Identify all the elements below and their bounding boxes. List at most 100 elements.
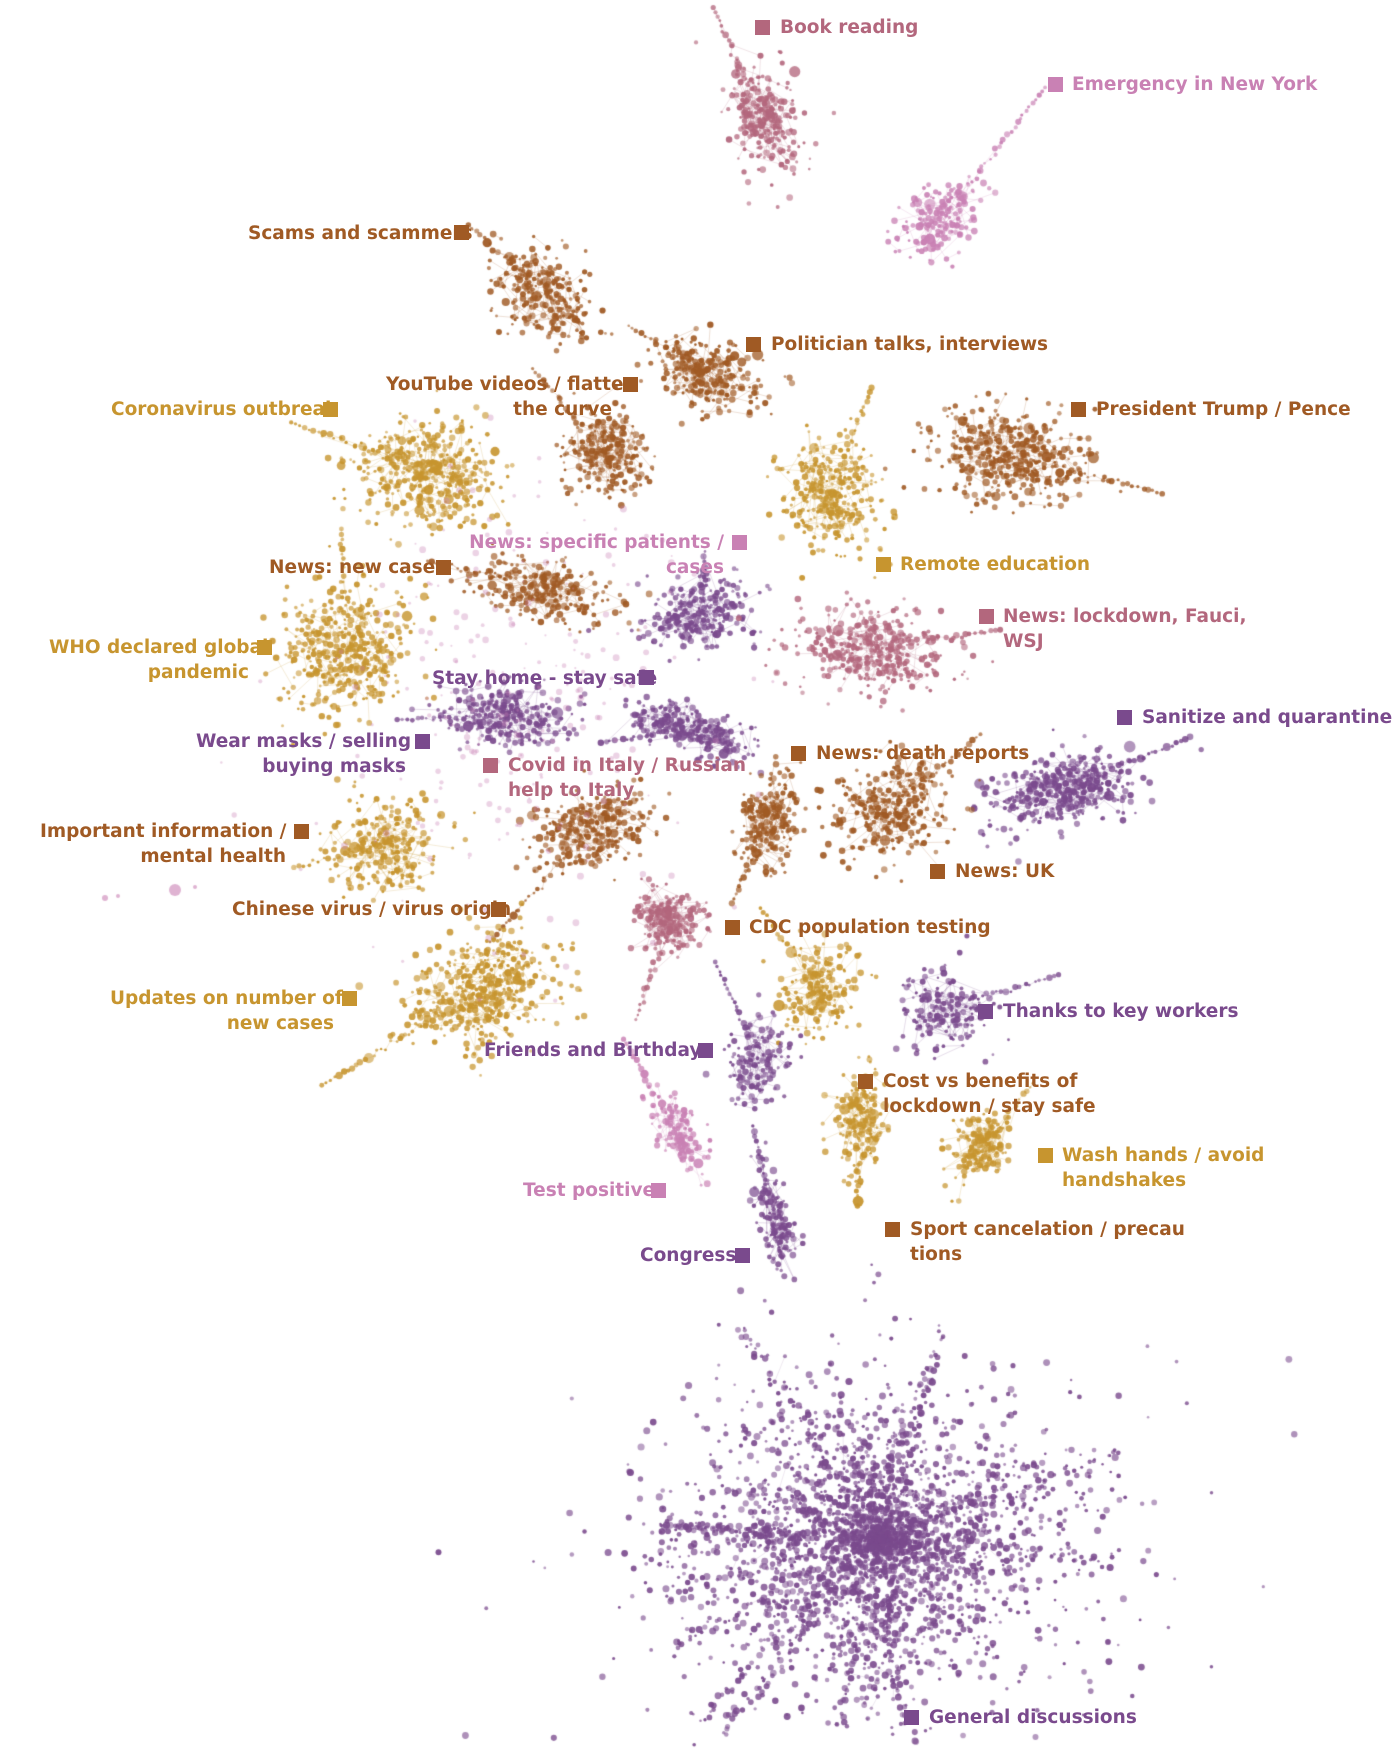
label-text-line1: Wear masks / selling — [196, 731, 412, 752]
cluster-marker-lockdown — [979, 609, 994, 624]
cluster-label-trump: President Trump / Pence — [1096, 397, 1351, 422]
label-text: News: death reports — [816, 743, 1030, 764]
cluster-label-politician: Politician talks, interviews — [771, 332, 1048, 357]
cluster-label-chinese: Chinese virus / virus origin — [232, 897, 511, 922]
label-text-line1: YouTube videos / flatten — [386, 374, 637, 395]
cluster-label-uk: News: UK — [955, 859, 1054, 884]
cluster-label-cost: Cost vs benefits of lockdown / stay safe — [883, 1069, 1096, 1119]
cluster-label-congress: Congress — [640, 1243, 736, 1268]
cluster-label-book-reading: Book reading — [780, 15, 918, 40]
cluster-marker-sanitize — [1117, 710, 1132, 725]
cluster-label-updates: Updates on number of new cases — [110, 986, 343, 1036]
cluster-label-friends: Friends and Birthdays — [484, 1038, 712, 1063]
label-text-line1: Sport cancelation / precau — [910, 1219, 1185, 1240]
cluster-label-sport: Sport cancelation / precau tions — [910, 1217, 1185, 1267]
label-text: Friends and Birthdays — [484, 1040, 713, 1061]
cluster-marker-congress — [735, 1248, 750, 1263]
cluster-marker-chinese — [491, 902, 506, 917]
cluster-marker-youtube — [623, 377, 638, 392]
label-text: Politician talks, interviews — [771, 334, 1049, 355]
label-text-line2: pandemic — [147, 662, 249, 683]
label-text: News: new cases — [269, 557, 447, 578]
label-text-line1: News: lockdown, Fauci, — [1003, 606, 1247, 627]
cluster-marker-emergency-ny — [1048, 77, 1063, 92]
cluster-label-specific-patients: News: specific patients / cases — [460, 530, 724, 580]
cluster-label-thanks: Thanks to key workers — [1003, 999, 1238, 1024]
label-text-line2: tions — [910, 1244, 963, 1265]
label-text: Scams and scammers — [248, 223, 473, 244]
cluster-marker-trump — [1071, 402, 1086, 417]
cluster-label-emergency-ny: Emergency in New York — [1072, 72, 1317, 97]
cluster-label-remote-edu: Remote education — [900, 552, 1090, 577]
label-text-line2: handshakes — [1062, 1170, 1187, 1191]
cluster-marker-important — [294, 824, 309, 839]
cluster-marker-wash — [1038, 1148, 1053, 1163]
cluster-marker-masks — [415, 734, 430, 749]
label-text-line2: buying masks — [262, 756, 406, 777]
label-text: President Trump / Pence — [1096, 399, 1351, 420]
cluster-label-scams: Scams and scammers — [248, 221, 473, 246]
cluster-label-death: News: death reports — [816, 741, 1029, 766]
cluster-label-masks: Wear masks / selling buying masks — [196, 729, 412, 779]
label-text-line1: Wash hands / avoid — [1062, 1145, 1265, 1166]
label-text: Coronavirus outbreak — [111, 399, 338, 420]
cluster-label-new-cases: News: new cases — [269, 555, 446, 580]
cluster-label-outbreak: Coronavirus outbreak — [111, 397, 337, 422]
cluster-label-youtube: YouTube videos / flatten the curve — [386, 372, 637, 422]
label-text: General discussions — [929, 1707, 1137, 1728]
cluster-label-sanitize: Sanitize and quarantine — [1142, 705, 1392, 730]
cluster-marker-book-reading — [755, 20, 770, 35]
cluster-marker-who — [257, 640, 272, 655]
label-text-line2: mental health — [140, 846, 286, 867]
cluster-marker-cost — [858, 1074, 873, 1089]
label-text: Thanks to key workers — [1003, 1001, 1239, 1022]
label-text-line2: help to Italy — [508, 780, 635, 801]
cluster-marker-updates — [342, 991, 357, 1006]
cluster-label-cdc: CDC population testing — [749, 915, 991, 940]
cluster-marker-italy — [483, 758, 498, 773]
cluster-marker-test-positive — [651, 1183, 666, 1198]
label-text: Sanitize and quarantine — [1142, 707, 1393, 728]
label-text: Test positive — [523, 1180, 656, 1201]
label-text-line2: the curve — [513, 399, 612, 420]
cluster-label-stay-home: Stay home - stay safe — [432, 666, 657, 691]
label-text-line1: Important information / — [40, 821, 287, 842]
cluster-label-wash: Wash hands / avoid handshakes — [1062, 1143, 1264, 1193]
label-text: Stay home - stay safe — [432, 668, 658, 689]
label-text-line2: lockdown / stay safe — [883, 1096, 1096, 1117]
label-text-line1: Updates on number of — [110, 988, 343, 1009]
label-text: Book reading — [780, 17, 919, 38]
cluster-marker-outbreak — [323, 402, 338, 417]
cluster-marker-general — [904, 1710, 919, 1725]
cluster-label-lockdown: News: lockdown, Fauci, WSJ — [1003, 604, 1247, 654]
label-text-line1: Covid in Italy / Russian — [508, 755, 747, 776]
cluster-label-important: Important information / mental health — [40, 819, 286, 869]
label-text-line1: WHO declared global — [49, 637, 269, 658]
cluster-marker-new-cases — [436, 560, 451, 575]
cluster-marker-stay-home — [639, 670, 654, 685]
cluster-label-test-positive: Test positive — [523, 1178, 655, 1203]
cluster-label-who: WHO declared global pandemic — [49, 635, 269, 685]
cluster-marker-sport — [885, 1222, 900, 1237]
cluster-label-general: General discussions — [929, 1705, 1137, 1730]
label-text: Emergency in New York — [1072, 74, 1318, 95]
label-text-line1: News: specific patients / — [469, 532, 724, 553]
label-text: CDC population testing — [749, 917, 991, 938]
label-text-line2: WSJ — [1003, 631, 1044, 652]
cluster-marker-specific-patients — [732, 535, 747, 550]
cluster-marker-death — [791, 746, 806, 761]
label-text-line1: Cost vs benefits of — [883, 1071, 1078, 1092]
label-text-line2: cases — [665, 557, 724, 578]
label-text: Chinese virus / virus origin — [232, 899, 512, 920]
cluster-marker-scams — [454, 225, 469, 240]
cluster-marker-cdc — [725, 920, 740, 935]
cluster-marker-remote-edu — [876, 557, 891, 572]
label-text: News: UK — [955, 861, 1055, 882]
label-text-line2: new cases — [226, 1013, 334, 1034]
cluster-label-italy: Covid in Italy / Russian help to Italy — [508, 753, 746, 803]
label-text: Remote education — [900, 554, 1091, 575]
cluster-marker-uk — [930, 864, 945, 879]
label-text: Congress — [640, 1245, 737, 1266]
